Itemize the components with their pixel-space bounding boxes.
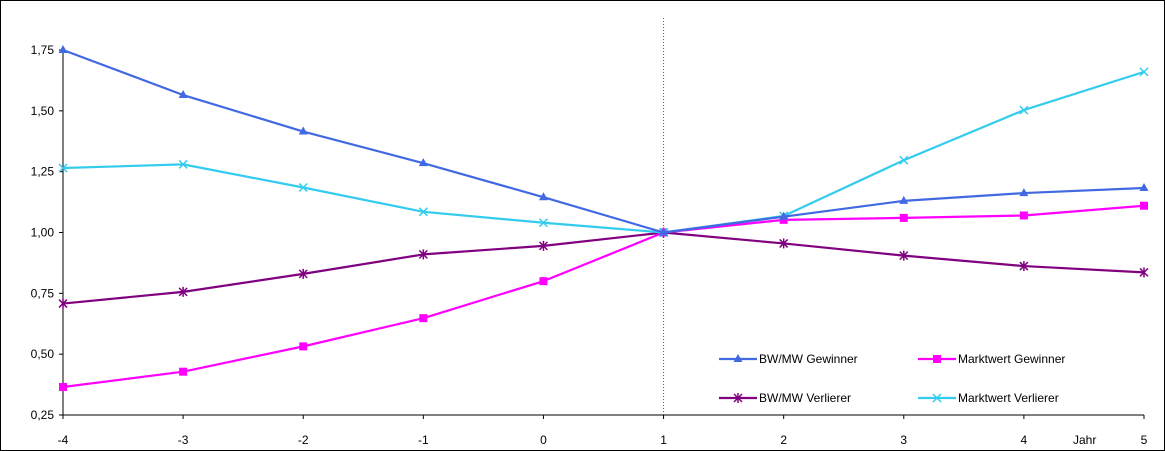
x-tick-label: -2: [298, 433, 309, 447]
x-axis-label: Jahr: [1073, 433, 1096, 447]
marker-x-stroke: [538, 218, 548, 228]
marker-square: [933, 355, 941, 363]
legend-label: Marktwert Verlierer: [958, 391, 1059, 405]
legend: BW/MW Gewinner Marktwert Gewinner BW/MW Ve…: [719, 352, 1065, 405]
marker-star: [418, 249, 428, 260]
y-tick-label: 1,25: [31, 165, 55, 179]
x-tick-label: 0: [540, 433, 547, 447]
marker-square: [1019, 211, 1028, 220]
marker-triangle: [659, 227, 669, 236]
marker-x: [899, 155, 909, 165]
legend-label: BW/MW Gewinner: [759, 352, 858, 366]
y-tick-label: 1,00: [31, 226, 55, 240]
marker-square: [899, 213, 908, 222]
x-tick-label: 5: [1141, 433, 1148, 447]
series-bw-mw-gewinner: [58, 45, 1149, 236]
marker-star: [779, 238, 789, 249]
marker-x-stroke: [298, 182, 308, 193]
series-line: [62, 231, 1145, 305]
marker-x: [932, 393, 942, 403]
axes: [59, 18, 1145, 419]
y-tick-label: 0,50: [31, 347, 55, 361]
marker-x-stroke: [178, 159, 188, 169]
marker-square: [419, 314, 428, 323]
marker-triangle: [298, 126, 308, 135]
marker-square: [59, 383, 67, 392]
x-tick-label: -4: [58, 433, 69, 447]
marker-star: [899, 250, 909, 261]
tick-labels: 0,25 0,50 0,75 1,00 1,25 1,50 1,75 -4 -3 -2 -1 0 1 2 3…: [31, 43, 1148, 447]
y-tick-label: 0,75: [31, 286, 55, 300]
marker-x-stroke: [418, 207, 428, 217]
marker-triangle: [733, 354, 743, 362]
x-tick-label: -3: [178, 433, 189, 447]
marker-triangle: [899, 195, 909, 204]
marker-x-stroke: [1019, 105, 1029, 115]
marker-x-stroke: [932, 393, 942, 403]
y-tick-label: 1,50: [31, 104, 55, 118]
marker-star: [1139, 267, 1149, 278]
series-line: [62, 48, 1145, 234]
marker-x: [418, 207, 428, 217]
series-line: [62, 204, 1145, 389]
marker-triangle: [1139, 182, 1149, 191]
marker-x-stroke: [899, 155, 909, 165]
marker-triangle: [1019, 188, 1029, 197]
legend-item: Marktwert Verlierer: [918, 391, 1059, 405]
series-bw-mw-verlierer: [58, 227, 1149, 309]
marker-star: [538, 240, 548, 251]
x-tick-label: 4: [1021, 433, 1028, 447]
marker-square: [179, 367, 188, 376]
marker-triangle: [538, 192, 548, 201]
legend-label: Marktwert Gewinner: [958, 352, 1065, 366]
legend-item: BW/MW Verlierer: [719, 391, 851, 405]
x-tick-label: -1: [418, 433, 429, 447]
marker-triangle: [779, 211, 789, 220]
x-tick-label: 2: [780, 433, 787, 447]
marker-x: [58, 163, 68, 173]
series-line: [62, 70, 1145, 234]
marker-square: [539, 277, 548, 286]
marker-square: [299, 342, 308, 351]
legend-label: BW/MW Verlierer: [759, 391, 851, 405]
y-tick-label: 1,75: [31, 43, 55, 57]
series-marktwert-verlierer: [58, 67, 1149, 238]
marker-star: [733, 393, 743, 403]
legend-item: Marktwert Gewinner: [918, 352, 1065, 366]
marker-x: [298, 182, 308, 193]
marker-star: [298, 268, 308, 279]
marker-square: [1140, 201, 1148, 210]
series-marktwert-gewinner: [59, 201, 1148, 392]
series-lines: [58, 45, 1149, 392]
legend-item: BW/MW Gewinner: [719, 352, 858, 366]
x-tick-label: 1: [660, 433, 667, 447]
marker-star: [178, 286, 188, 297]
marker-triangle: [418, 158, 428, 167]
marker-x-stroke: [1139, 67, 1149, 77]
marker-triangle: [58, 45, 68, 53]
marker-x: [1019, 105, 1029, 115]
marker-triangle: [178, 90, 188, 99]
marker-square: [779, 215, 788, 224]
marker-star: [1019, 261, 1029, 272]
y-tick-label: 0,25: [31, 408, 55, 422]
marker-x: [538, 218, 548, 228]
marker-x-stroke: [58, 163, 68, 173]
marker-x: [178, 159, 188, 169]
marker-x: [1139, 67, 1149, 77]
x-tick-label: 3: [900, 433, 907, 447]
marker-star: [58, 298, 68, 309]
